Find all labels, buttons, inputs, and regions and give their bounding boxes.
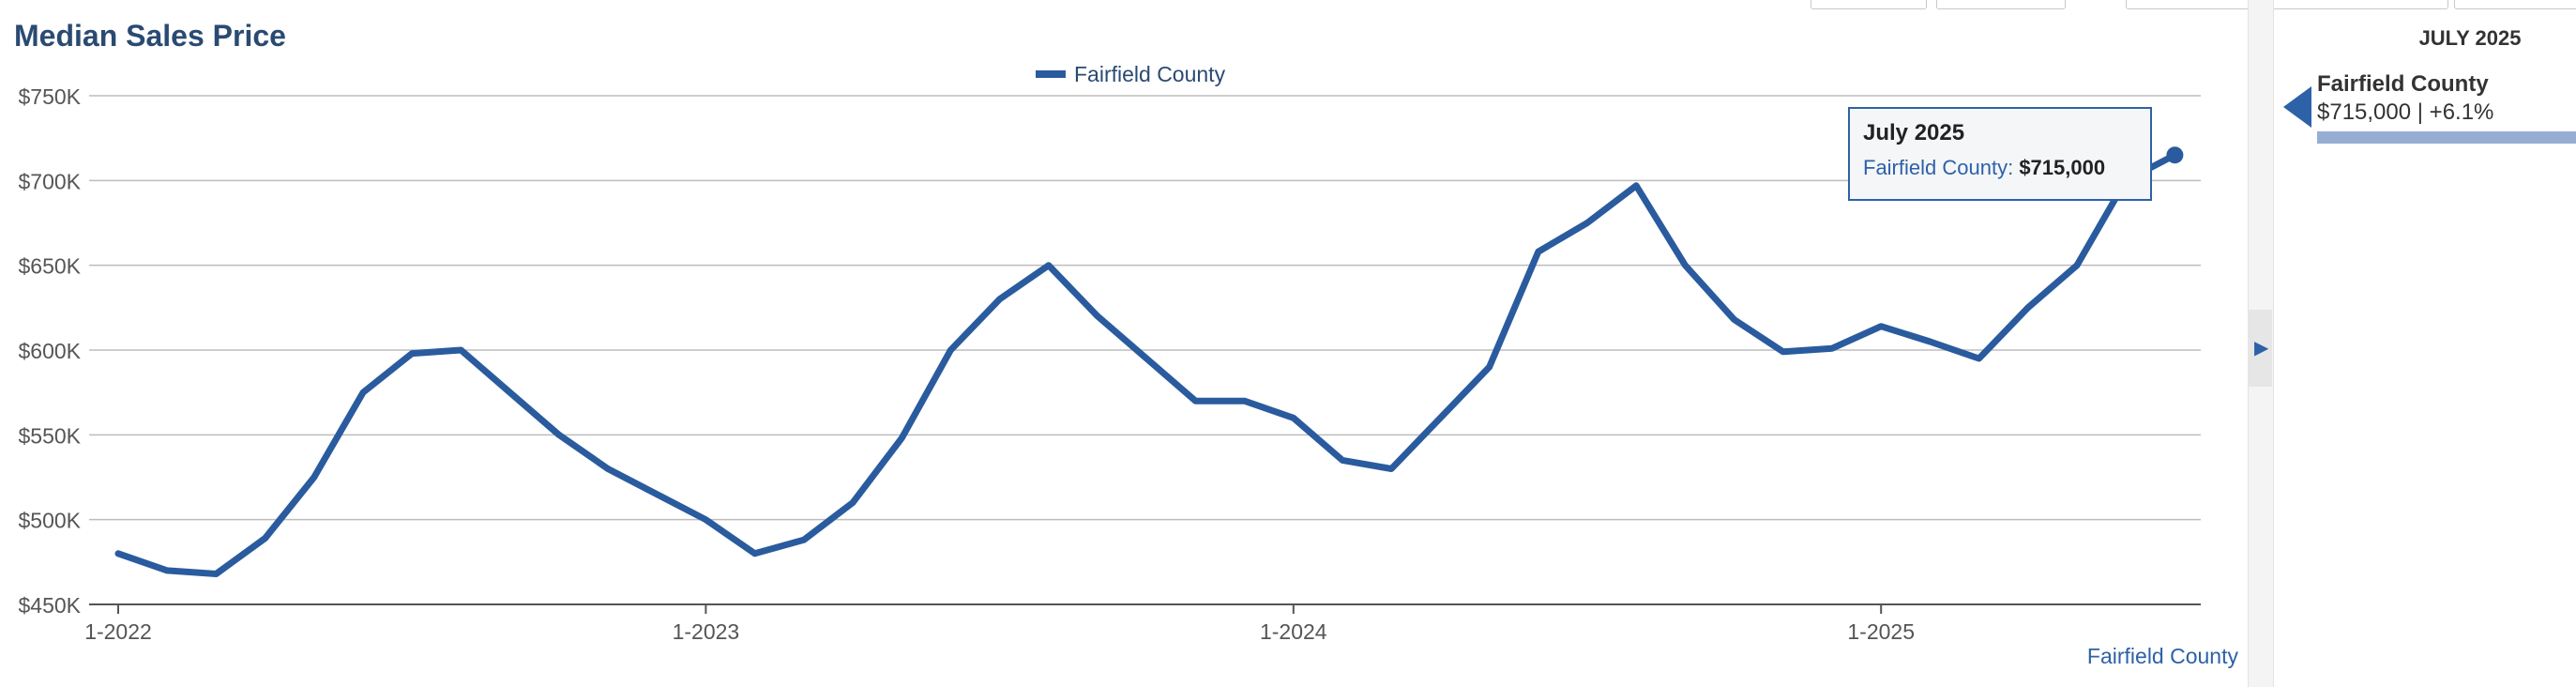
tooltip-line: Fairfield County: $715,000 (1863, 156, 2137, 180)
y-tick-label: $750K (18, 84, 81, 109)
x-tick-label: 1-2024 (1260, 619, 1327, 644)
side-panel-month: JULY 2025 (2418, 26, 2522, 50)
toolbar-button[interactable] (2454, 0, 2576, 9)
selected-marker-icon (2283, 86, 2311, 128)
source-label[interactable]: Fairfield County (2086, 644, 2238, 668)
tooltip-value: $715,000 (2019, 156, 2106, 179)
y-tick-label: $500K (18, 509, 81, 533)
side-panel-bar (2317, 131, 2576, 144)
y-tick-label: $650K (18, 254, 81, 279)
side-panel-value: $715,000 | +6.1% (2317, 99, 2494, 125)
y-tick-label: $450K (18, 593, 81, 618)
legend-label[interactable]: Fairfield County (1074, 62, 1226, 86)
chart-title: Median Sales Price (14, 19, 286, 53)
expand-panel-button[interactable]: ▶ (2248, 310, 2272, 387)
tooltip-title: July 2025 (1863, 120, 1965, 145)
y-tick-label: $600K (18, 339, 81, 363)
series-group (114, 146, 2184, 577)
series-line[interactable] (114, 151, 2178, 577)
x-tick-label: 1-2022 (84, 619, 152, 644)
x-axis-ticks: 1-2022 1-2023 1-2024 1-2025 (84, 604, 1915, 644)
x-tick-label: 1-2023 (673, 619, 740, 644)
toolbar-button[interactable] (1936, 0, 2066, 9)
hover-tooltip: July 2025 Fairfield County: $715,000 (1848, 107, 2152, 201)
side-panel-area-name[interactable]: Fairfield County (2317, 71, 2489, 97)
chevron-right-icon: ▶ (2254, 338, 2269, 359)
y-axis-ticks: $450K $500K $550K $600K $650K $700K $750K (18, 84, 81, 618)
series-endpoint[interactable] (2166, 146, 2184, 164)
x-tick-label: 1-2025 (1847, 619, 1915, 644)
y-tick-label: $700K (18, 169, 81, 193)
tooltip-series-label: Fairfield County: (1863, 156, 2014, 179)
y-tick-label: $550K (18, 423, 81, 448)
toolbar-button[interactable] (1811, 0, 1927, 9)
